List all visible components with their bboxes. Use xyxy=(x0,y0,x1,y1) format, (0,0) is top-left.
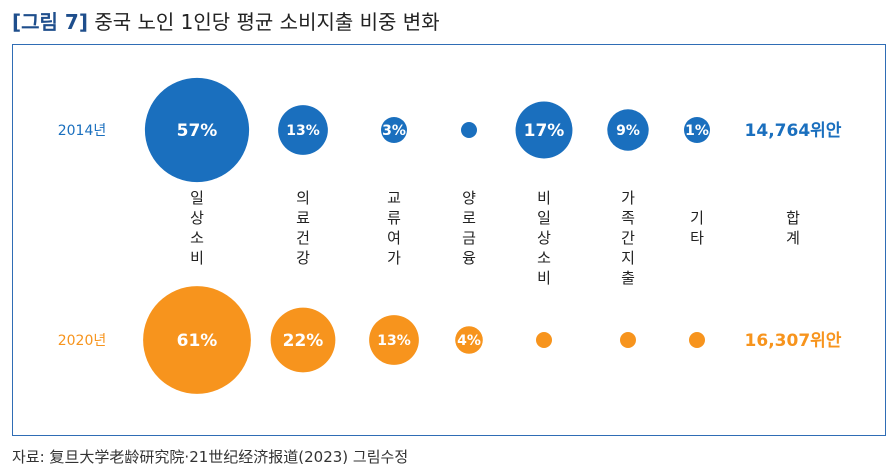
category-label: 족 xyxy=(621,209,635,227)
figure-title-text: 중국 노인 1인당 평균 소비지출 비중 변화 xyxy=(94,10,440,34)
category-label: 비 xyxy=(537,269,551,287)
category-label: 교 xyxy=(387,189,401,207)
data-label: 57% xyxy=(177,121,218,141)
figure-label: [그림 7] xyxy=(12,10,88,34)
data-bubble xyxy=(270,307,336,373)
category-label: 류 xyxy=(387,209,401,227)
category-label: 간 xyxy=(621,229,635,247)
data-bubble xyxy=(607,109,649,151)
data-bubble xyxy=(143,286,251,394)
category-label: 비 xyxy=(190,249,204,267)
category-label: 의 xyxy=(296,189,310,207)
data-bubble xyxy=(689,332,705,348)
data-label: 22% xyxy=(283,331,324,351)
category-label: 비 xyxy=(537,189,551,207)
category-label: 소 xyxy=(190,229,204,247)
total-label: 16,307위안 xyxy=(745,331,842,351)
category-label: 출 xyxy=(621,269,635,287)
data-bubble xyxy=(455,326,483,354)
data-label: 9% xyxy=(616,123,640,139)
category-label: 금 xyxy=(462,229,476,247)
series-label: 2020년 xyxy=(58,333,107,349)
category-label: 여 xyxy=(387,229,401,247)
category-label: 일 xyxy=(190,189,204,207)
data-label: 3% xyxy=(382,123,406,139)
source-note: 자료: 复旦大学老龄研究院·21世纪经济报道(2023) 그림수정 xyxy=(12,448,409,466)
category-label: 로 xyxy=(462,209,476,227)
total-category-label: 계 xyxy=(786,229,800,247)
data-bubble xyxy=(515,101,573,159)
data-label: 4% xyxy=(457,333,481,349)
category-label: 타 xyxy=(690,229,704,247)
category-label: 상 xyxy=(537,229,551,247)
data-bubble xyxy=(684,117,710,143)
category-label: 양 xyxy=(462,189,476,207)
data-bubble xyxy=(381,117,407,143)
category-label: 지 xyxy=(621,249,635,267)
data-label: 13% xyxy=(377,333,411,349)
category-label: 료 xyxy=(296,209,310,227)
series-label: 2014년 xyxy=(58,123,107,139)
category-label: 가 xyxy=(621,189,635,207)
category-label: 융 xyxy=(462,249,476,267)
data-bubble xyxy=(144,77,250,183)
category-label: 소 xyxy=(537,249,551,267)
category-label: 강 xyxy=(296,249,310,267)
category-label: 건 xyxy=(296,229,310,247)
data-bubble xyxy=(461,122,477,138)
category-label: 일 xyxy=(537,209,551,227)
data-label: 13% xyxy=(286,123,320,139)
category-label: 상 xyxy=(190,209,204,227)
data-bubble xyxy=(369,315,419,365)
data-bubble xyxy=(278,105,328,155)
chart-panel xyxy=(12,44,886,436)
data-label: 1% xyxy=(685,123,709,139)
category-label: 가 xyxy=(387,249,401,267)
total-category-label: 합 xyxy=(786,209,800,227)
category-label: 기 xyxy=(690,209,704,227)
figure-title: [그림 7] 중국 노인 1인당 평균 소비지출 비중 변화 xyxy=(12,6,440,35)
data-bubble xyxy=(620,332,636,348)
data-label: 61% xyxy=(177,331,218,351)
data-label: 17% xyxy=(524,121,565,141)
data-bubble xyxy=(536,332,552,348)
total-label: 14,764위안 xyxy=(745,121,842,141)
